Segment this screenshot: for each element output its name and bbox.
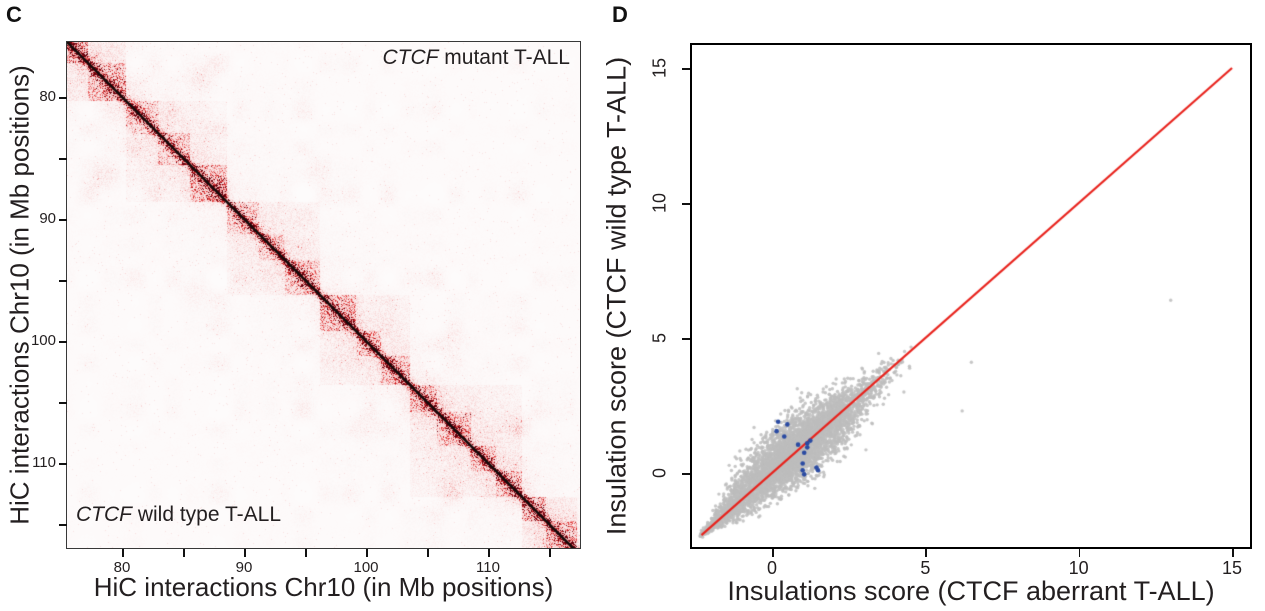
x-tick — [244, 549, 246, 557]
gene-name-italic: CTCF — [382, 46, 439, 69]
x-tick — [1232, 549, 1234, 557]
y-tick — [682, 473, 690, 475]
scatter-plot-frame — [690, 43, 1252, 549]
y-tick — [59, 97, 67, 99]
x-tick-label: 110 — [476, 559, 500, 576]
x-tick-label: 5 — [920, 558, 931, 578]
y-tick — [59, 524, 67, 526]
x-tick — [488, 549, 490, 557]
x-tick — [305, 549, 307, 557]
annotation-text: mutant T-ALL — [438, 46, 570, 69]
y-tick-label: 10 — [649, 192, 670, 214]
x-tick — [549, 549, 551, 557]
x-tick-label: 100 — [353, 559, 379, 576]
y-tick — [59, 158, 67, 160]
panel-d-x-axis-title: Insulations score (CTCF aberrant T-ALL) — [727, 576, 1215, 606]
x-tick — [1078, 549, 1081, 557]
y-tick — [59, 463, 67, 465]
hic-heatmap — [66, 41, 581, 549]
y-tick-label: 80 — [39, 88, 56, 105]
x-tick — [366, 549, 368, 557]
panel-c-x-axis-title: HiC interactions Chr10 (in Mb positions) — [93, 572, 554, 602]
y-tick — [682, 338, 690, 340]
x-tick-label: 15 — [1222, 558, 1243, 578]
x-tick-label: 10 — [1068, 558, 1089, 578]
insulation-score-scatter — [692, 45, 1250, 547]
annotation-text: wild type T-ALL — [132, 503, 282, 526]
y-tick-label: 100 — [30, 332, 56, 349]
x-tick — [183, 549, 185, 557]
y-tick — [682, 203, 690, 205]
y-tick-label: 15 — [649, 57, 670, 79]
y-tick — [682, 68, 690, 70]
panel-d-label: D — [612, 2, 628, 27]
x-tick-label: 90 — [235, 559, 253, 576]
y-tick-label: 5 — [649, 332, 670, 344]
gene-name-italic: CTCF — [76, 503, 132, 526]
x-tick — [925, 549, 927, 557]
y-tick — [59, 402, 67, 404]
x-tick — [427, 549, 429, 557]
panel-d-y-axis-title: Insulation score (CTCF wild type T-ALL) — [601, 56, 632, 536]
y-tick-label: 110 — [32, 454, 56, 471]
y-tick-label: 90 — [39, 210, 56, 227]
y-tick — [59, 341, 67, 343]
y-tick — [59, 280, 67, 282]
x-tick — [772, 549, 774, 557]
x-tick-label: 0 — [766, 558, 777, 578]
heatmap-annotation-mutant: CTCF mutant T-ALL — [300, 46, 570, 70]
panel-c-label: C — [6, 2, 22, 27]
x-tick-label: 80 — [113, 559, 131, 576]
y-tick — [59, 219, 67, 221]
heatmap-annotation-wildtype: CTCF wild type T-ALL — [76, 503, 281, 527]
y-tick-label: 0 — [649, 467, 670, 479]
x-tick — [122, 549, 124, 557]
